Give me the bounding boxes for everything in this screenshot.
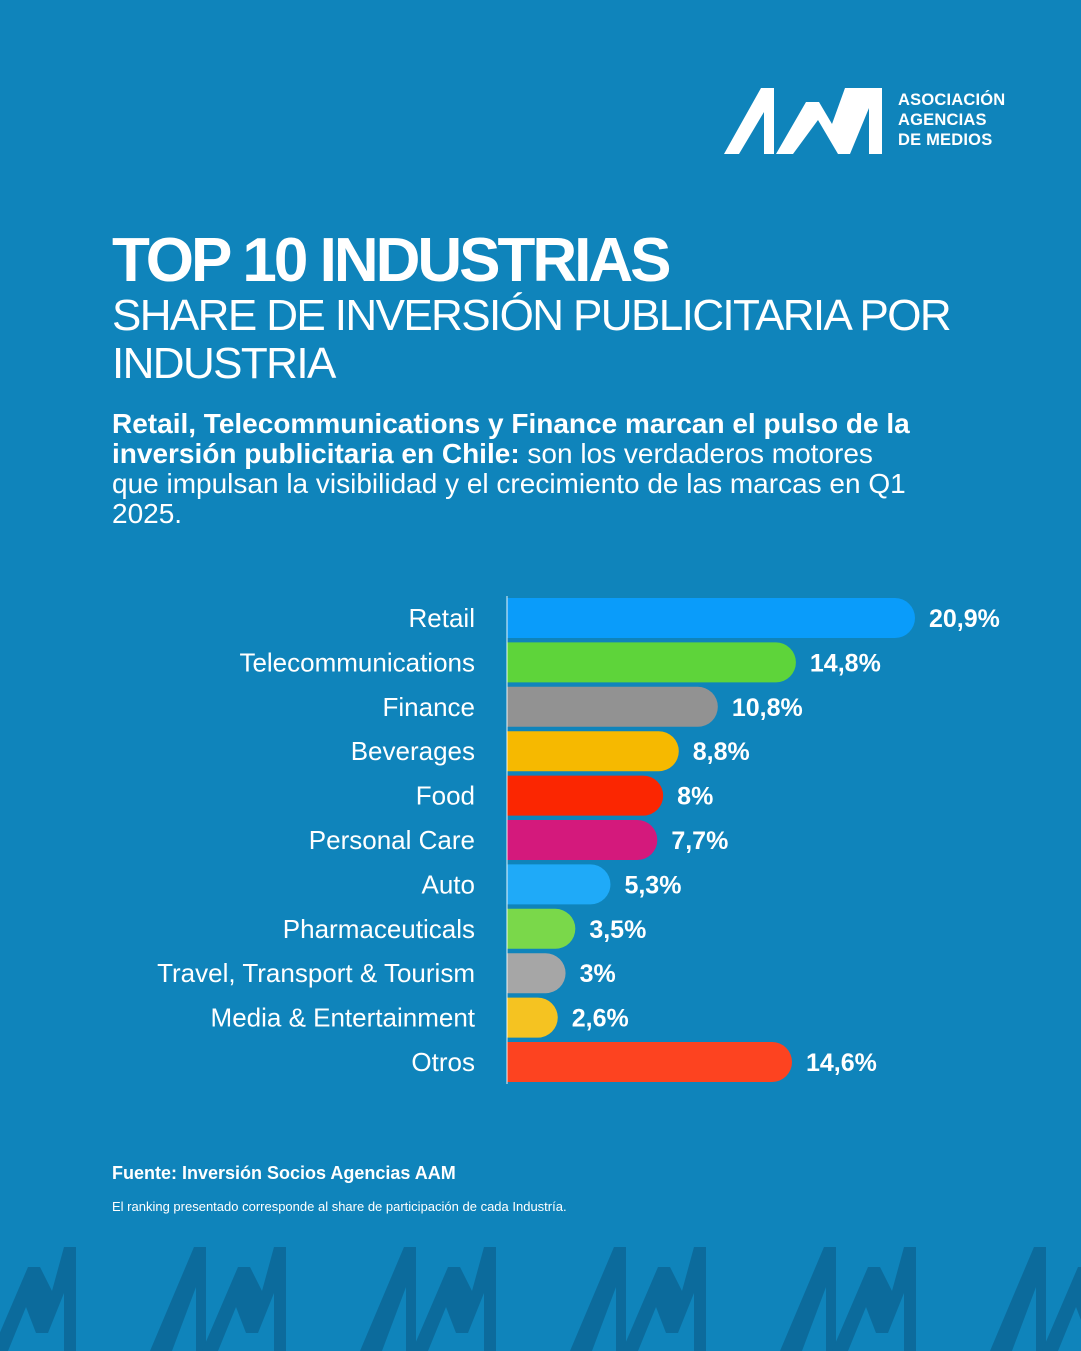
aam-logo: ASOCIACIÓN AGENCIAS DE MEDIOS bbox=[722, 82, 1032, 158]
category-label-food: Food bbox=[416, 781, 475, 811]
category-label-pharmaceuticals: Pharmaceuticals bbox=[283, 914, 475, 944]
value-label-food: 8% bbox=[677, 783, 713, 811]
bar-pharmaceuticals bbox=[507, 908, 576, 949]
lead-paragraph: Retail, Telecommunications y Finance mar… bbox=[112, 409, 912, 529]
value-label-finance: 10,8% bbox=[732, 694, 803, 722]
aam-pattern-decoration bbox=[0, 1247, 1081, 1351]
bar-travel-transport-and-tourism bbox=[507, 953, 566, 994]
category-label-media-and-entertainment: Media & Entertainment bbox=[211, 1003, 476, 1033]
bar-media-and-entertainment bbox=[507, 997, 558, 1038]
brand-name-line-3: DE MEDIOS bbox=[898, 131, 993, 149]
category-label-beverages: Beverages bbox=[351, 736, 475, 766]
bar-telecommunications bbox=[507, 642, 796, 683]
bar-finance bbox=[507, 686, 718, 727]
value-label-otros: 14,6% bbox=[806, 1049, 877, 1077]
value-label-media-and-entertainment: 2,6% bbox=[572, 1005, 629, 1033]
value-label-retail: 20,9% bbox=[929, 605, 1000, 633]
aam-logo-mark bbox=[724, 88, 882, 154]
category-label-telecommunications: Telecommunications bbox=[239, 647, 475, 677]
category-label-otros: Otros bbox=[411, 1047, 475, 1077]
value-label-auto: 5,3% bbox=[624, 871, 681, 899]
bar-beverages bbox=[507, 731, 679, 772]
value-label-pharmaceuticals: 3,5% bbox=[589, 916, 646, 944]
bar-otros bbox=[507, 1042, 793, 1082]
page-title: TOP 10 INDUSTRIAS bbox=[112, 226, 672, 295]
brand-name-line-1: ASOCIACIÓN bbox=[898, 91, 1006, 109]
value-label-personal-care: 7,7% bbox=[671, 827, 728, 855]
bar-retail bbox=[507, 598, 915, 638]
category-label-finance: Finance bbox=[383, 692, 476, 722]
category-label-retail: Retail bbox=[409, 603, 475, 633]
footnote-text: El ranking presentado corresponde al sha… bbox=[112, 1199, 567, 1214]
brand-name-line-2: AGENCIAS bbox=[898, 111, 987, 129]
category-label-auto: Auto bbox=[422, 869, 476, 899]
industry-share-bar-chart: Retail 20,9% Telecommunications 14,8% Financ… bbox=[157, 596, 1000, 1084]
category-label-travel-transport-and-tourism: Travel, Transport & Tourism bbox=[157, 958, 475, 988]
value-label-telecommunications: 14,8% bbox=[810, 649, 881, 677]
bar-food bbox=[507, 775, 664, 816]
bar-auto bbox=[507, 864, 611, 905]
bar-personal-care bbox=[507, 820, 658, 860]
source-text: Fuente: Inversión Socios Agencias AAM bbox=[112, 1163, 456, 1183]
lead-regular: son los verdaderos motores que impulsan … bbox=[112, 438, 906, 529]
category-label-personal-care: Personal Care bbox=[309, 825, 475, 855]
value-label-beverages: 8,8% bbox=[693, 738, 750, 766]
value-label-travel-transport-and-tourism: 3% bbox=[580, 960, 616, 988]
lead-bold: Retail, Telecommunications y Finance mar… bbox=[112, 408, 910, 469]
brand-name: ASOCIACIÓN AGENCIAS DE MEDIOS bbox=[898, 90, 1005, 150]
page-subtitle: SHARE DE INVERSIÓN PUBLICITARIA POR INDU… bbox=[112, 291, 952, 388]
